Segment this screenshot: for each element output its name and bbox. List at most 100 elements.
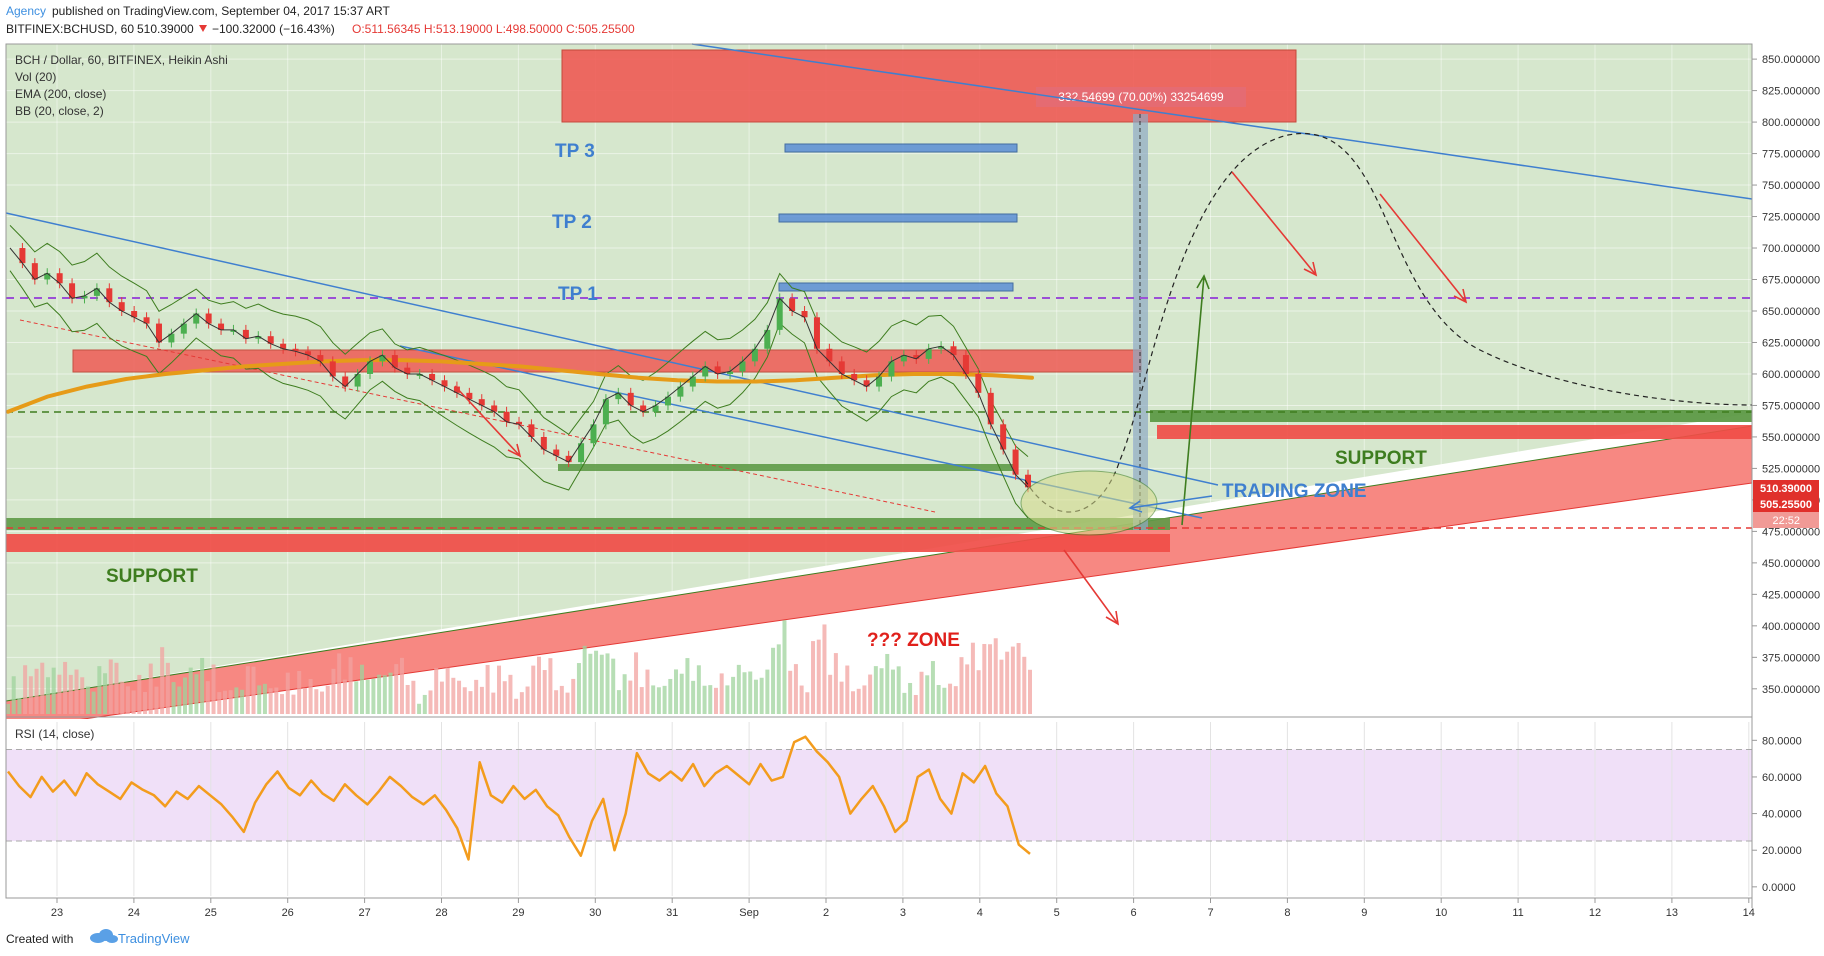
volume-bar [85,686,90,714]
time-tick-label: 23 [51,907,63,919]
price-tick-label: 800.000000 [1762,117,1820,129]
price-tick-label: 375.000000 [1762,652,1820,664]
close-price-tag [1753,496,1819,512]
volume-bar [656,687,661,714]
mid-support-bar [558,464,1013,471]
support-zone-red-right [1157,425,1752,439]
volume-bar [34,668,39,714]
volume-bar [80,677,85,714]
rsi-grid [56,722,1750,896]
volume-bar [662,685,667,714]
bollinger-lower [9,270,1029,519]
volume-bar [970,642,975,714]
volume-bar [17,698,22,714]
volume-bar [976,670,981,714]
volume-bar [451,677,456,714]
volume-bar [457,680,462,714]
unknown-zone-label: ??? ZONE [867,630,960,651]
candle [652,405,659,412]
volume-bar [828,674,833,714]
bollinger-upper [9,225,1029,457]
price-tick-label: 725.000000 [1762,212,1820,224]
volume-bar [428,690,433,714]
volume-bar [542,670,547,714]
time-tick-label: 13 [1666,907,1678,919]
candle [689,376,696,387]
volume-bar [57,674,62,714]
candle [913,355,920,359]
volume-bar [839,681,844,714]
volume-bar [885,653,890,714]
candle [789,298,796,311]
symbol-info: BITFINEX:BCHUSD, 60 [6,22,134,36]
footer-brand[interactable]: TradingView [118,931,190,946]
volume-bar [234,687,239,714]
candle [429,373,436,381]
volume-bar [308,679,313,714]
volume-bar [302,687,307,714]
candle [466,392,473,400]
candle [553,449,560,456]
volume-bar [691,680,696,714]
rsi-tick-label: 60.0000 [1762,772,1802,784]
volume-bar [936,685,941,714]
volume-bar [154,686,159,714]
candle [938,346,945,349]
main-pane[interactable]: 332.54699 (70.00%) 33254699 [5,43,1753,731]
price-tick-label: 775.000000 [1762,149,1820,161]
price-axis[interactable]: 850.000000 825.000000 800.000000 775.000000… [1751,44,1820,908]
red-dashed-trend [19,319,936,513]
measure-label: 332.54699 (70.00%) 33254699 [1058,90,1224,104]
volume-bar [559,685,564,714]
volume-bar [514,698,519,714]
volume-bar [417,703,422,714]
candle [888,361,895,377]
price-tick-label: 675.000000 [1762,275,1820,287]
volume-bar [959,657,964,714]
candle [31,263,38,280]
legend-vol: Vol (20) [15,70,56,84]
candle [1012,449,1019,475]
volume-bar [23,665,28,714]
candle [826,348,833,362]
volume-bar [811,641,816,714]
candle [19,248,26,264]
volume-bar [748,671,753,714]
price-change: −100.32000 (−16.43%) [212,22,335,36]
volume-bar [645,669,650,714]
volume-bar [160,647,165,714]
time-tick-label: 6 [1131,907,1137,919]
volume-bar [262,683,267,714]
candle [267,336,274,344]
volume-bar [405,684,410,714]
time-tick-label: 31 [666,907,678,919]
candle [143,317,150,324]
volume-bar [394,664,399,714]
volume-bar [285,672,290,714]
volume-bar [925,675,930,714]
volume-bar [194,674,199,714]
red-zone-bottom-line [5,482,1753,731]
rsi-pane[interactable]: RSI (14, close) 80.0000 60.0000 40.0000 20.… [6,719,1802,898]
candle [404,367,411,374]
candle [714,366,721,374]
volume-bar [131,690,136,714]
candle [304,351,311,356]
volume-bar [445,667,450,714]
volume-bar [873,666,878,714]
volume-bar [439,681,444,714]
volume-bar [896,666,901,714]
candle [627,392,634,406]
volume-bar [91,691,96,714]
time-tick-label: 29 [512,907,524,919]
author-name[interactable]: Agency [6,4,46,18]
time-tick-label: 2 [823,907,829,919]
tp1-bar [778,282,1014,292]
volume-bar [148,663,153,714]
volume-bar [771,647,776,714]
red-arrow-3 [1231,171,1318,277]
volume-bar [856,688,861,714]
candle [230,329,237,332]
candle [813,317,820,349]
volume-bar [114,662,119,714]
